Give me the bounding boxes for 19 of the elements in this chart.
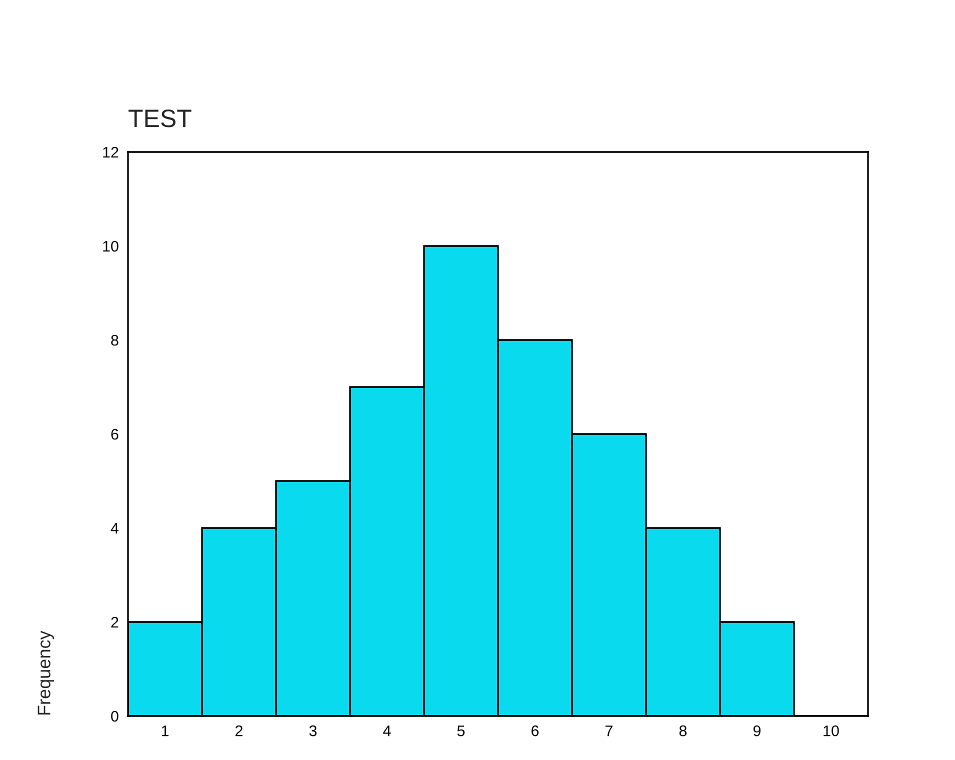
y-tick-label: 12 — [103, 146, 118, 158]
y-tick-label: 0 — [111, 710, 118, 722]
x-tick-label: 5 — [457, 726, 465, 736]
x-tick-label: 10 — [824, 725, 839, 736]
y-tick-label: 4 — [110, 523, 119, 534]
y-tick-label: 8 — [111, 334, 118, 346]
y-tick-label: 2 — [111, 616, 118, 628]
x-tick-label: 6 — [532, 725, 539, 736]
x-tick-label: 7 — [606, 726, 612, 736]
chart-title: TEST — [128, 110, 192, 128]
y-axis-title: Frequency — [38, 630, 54, 715]
x-tick-label: 1 — [162, 726, 169, 736]
x-tick-label: 2 — [236, 725, 242, 736]
y-tick-label: 6 — [111, 428, 118, 440]
x-tick-label: 4 — [383, 726, 391, 736]
x-tick-label: 8 — [679, 725, 687, 736]
x-tick-label: 9 — [753, 725, 761, 736]
y-tick-label: 10 — [103, 240, 118, 252]
x-tick-label: 3 — [309, 725, 317, 736]
